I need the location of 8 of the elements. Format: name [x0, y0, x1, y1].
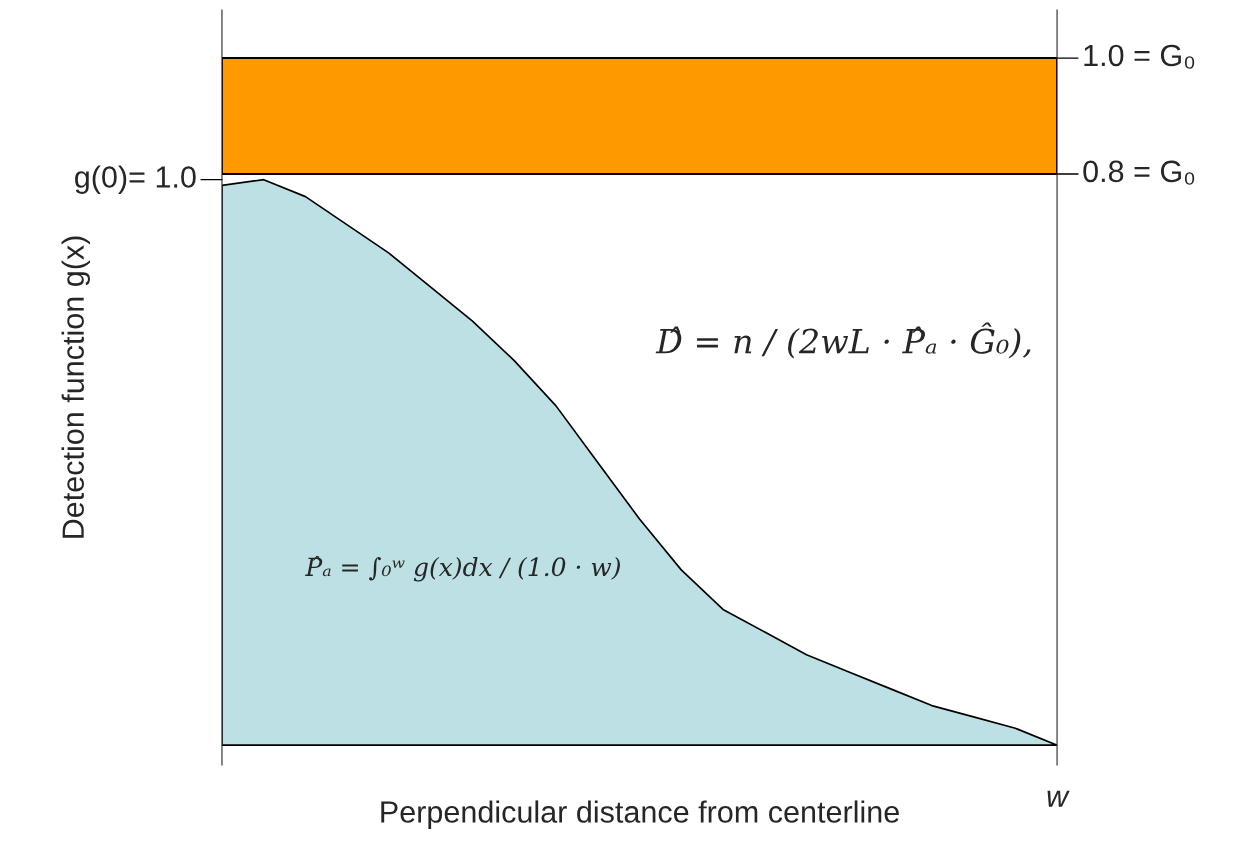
- y-axis-title: Detection function g(x): [61, 236, 91, 538]
- x-axis-title: Perpendicular distance from centerline: [381, 800, 899, 829]
- annotation: P̂ₐ = ∫₀ʷ g(x)dx / (1.0 · w): [305, 555, 620, 582]
- text: g(0)= 1.0: [75, 165, 196, 194]
- text: w: [1047, 790, 1070, 807]
- annotation: D̂ = n / (2wL · P̂ₐ · Ĝ₀),: [655, 322, 1031, 359]
- text: 1.0 = G₀: [1084, 44, 1195, 69]
- text: 0.8 = G₀: [1083, 160, 1195, 185]
